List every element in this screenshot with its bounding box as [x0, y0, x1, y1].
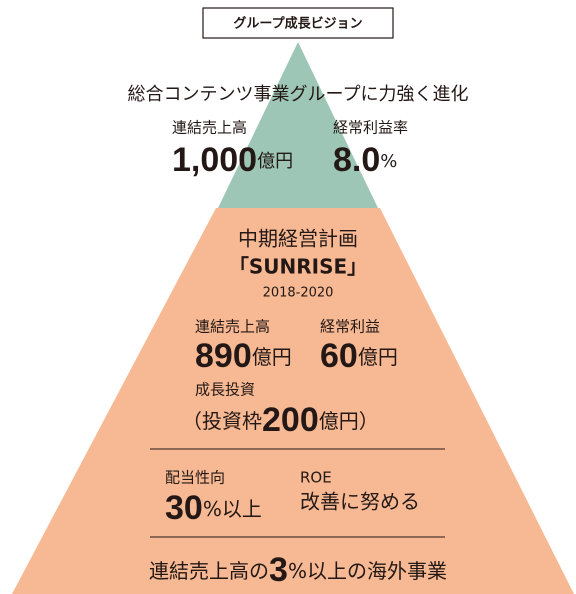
- value: 60: [320, 337, 358, 375]
- overseas: 連結売上高の3%以上の海外事業: [149, 551, 447, 589]
- returns-text: 改善に努める: [300, 490, 420, 514]
- header-title: グループ成長ビジョン: [233, 16, 362, 32]
- item-label: 経常利益率: [333, 119, 408, 137]
- top-headline: 総合コンテンツ事業グループに力強く進化: [128, 84, 469, 105]
- unit: 億円: [252, 345, 292, 369]
- unit: %以上の海外事業: [288, 559, 447, 583]
- top-triangle: [218, 42, 378, 208]
- value: 3: [269, 551, 288, 589]
- prefix: 連結売上高の: [149, 559, 269, 583]
- unit: 億円）: [319, 409, 379, 433]
- item-value: 1,000億円: [172, 141, 293, 179]
- plan-title: 中期経営計画: [238, 227, 358, 251]
- returns-label: ROE: [300, 469, 332, 487]
- item-label: 連結売上高: [195, 318, 270, 336]
- value: 1,000: [172, 141, 257, 179]
- item-label: 経常利益: [320, 318, 380, 336]
- value: 200: [262, 401, 319, 439]
- item-value: 60億円: [320, 337, 398, 375]
- item-value: 8.0%: [333, 141, 397, 179]
- prefix: （投資枠: [182, 409, 262, 433]
- investment-value: （投資枠200億円）: [182, 401, 379, 439]
- unit: 億円: [257, 151, 293, 172]
- unit: %以上: [203, 497, 262, 521]
- value: 30: [165, 489, 203, 527]
- plan-trapezoid: [12, 208, 574, 594]
- plan-name: 「SUNRISE」: [229, 255, 367, 279]
- value: 8.0: [333, 141, 380, 179]
- value: 890: [195, 337, 252, 375]
- item-label: 連結売上高: [172, 119, 247, 137]
- header-box: [202, 7, 394, 39]
- unit: 億円: [358, 345, 398, 369]
- item-value: 890億円: [195, 337, 292, 375]
- unit: %: [380, 151, 397, 172]
- returns-label: 配当性向: [165, 469, 225, 487]
- plan-period: 2018-2020: [263, 286, 334, 301]
- returns-value: 30%以上: [165, 489, 262, 527]
- investment-label: 成長投資: [195, 381, 255, 399]
